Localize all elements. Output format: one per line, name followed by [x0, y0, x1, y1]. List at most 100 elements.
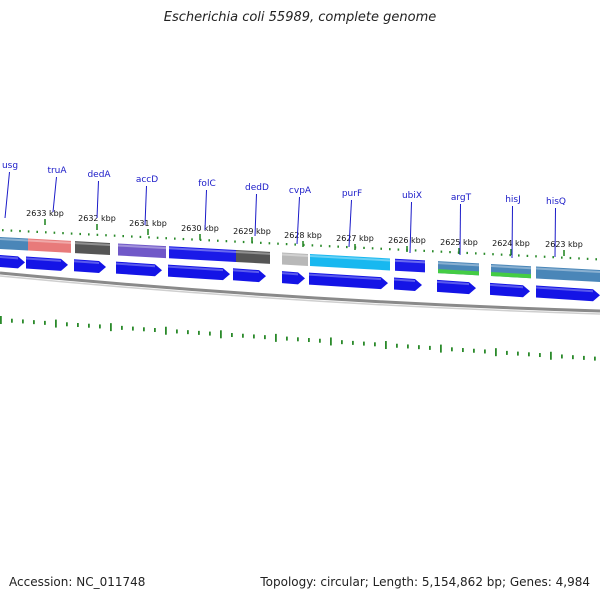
outer-dot — [363, 246, 365, 249]
kbp-label: 2629 kbp — [233, 227, 271, 236]
feature-highlight — [536, 267, 600, 273]
gene-leader-line — [348, 199, 352, 248]
inner-tick — [132, 326, 134, 331]
feature-highlight — [282, 253, 308, 257]
inner-tick — [495, 348, 497, 357]
gene-label-purF: purF — [342, 189, 362, 199]
outer-dot — [440, 250, 443, 253]
backbone-shadow — [0, 275, 600, 315]
inner-tick — [440, 344, 442, 353]
gene-label-truA: truA — [47, 166, 67, 176]
outer-dot — [27, 230, 30, 233]
inner-tick — [154, 328, 156, 333]
outer-dot — [586, 257, 589, 260]
gene-leader-line — [254, 193, 257, 237]
outer-dot — [552, 256, 554, 259]
major-tick — [458, 248, 460, 254]
cds-highlight — [309, 273, 381, 281]
inner-tick — [44, 320, 46, 325]
inner-tick — [561, 354, 563, 359]
cds-highlight — [437, 280, 469, 286]
gene-label-hisJ: hisJ — [505, 195, 521, 205]
gene-leader-line — [554, 207, 556, 258]
inner-tick — [517, 351, 519, 356]
inner-tick — [220, 330, 222, 339]
feature-highlight — [169, 247, 236, 253]
outer-dot — [79, 232, 81, 236]
inner-tick — [55, 319, 57, 328]
feature-highlight — [0, 238, 28, 242]
outer-dot — [483, 252, 486, 255]
inner-tick — [473, 348, 475, 353]
kbp-label: 2631 kbp — [129, 219, 167, 228]
inner-tick — [528, 352, 530, 357]
feature-block-hisQ — [536, 266, 600, 282]
cds-arrow — [0, 255, 25, 269]
cds-highlight — [536, 286, 593, 293]
kbp-label: 2633 kbp — [26, 209, 64, 218]
inner-tick — [121, 325, 123, 330]
cds-arrow — [26, 256, 68, 271]
feature-block-dedA — [75, 241, 110, 256]
inner-tick — [396, 343, 398, 348]
cds-arrow — [394, 277, 422, 292]
cds-highlight — [282, 272, 298, 276]
inner-tick — [572, 355, 574, 360]
inner-tick — [308, 338, 310, 343]
outer-dot — [45, 231, 47, 234]
gene-label-dedA: dedA — [87, 170, 111, 180]
inner-tick — [209, 331, 211, 336]
inner-tick — [539, 353, 541, 358]
inner-tick — [264, 335, 266, 340]
outer-dot — [509, 253, 511, 257]
outer-dot — [122, 234, 124, 238]
gene-leader-line — [459, 203, 461, 256]
cds-arrow — [309, 272, 388, 290]
inner-tick — [33, 320, 35, 325]
inner-tick — [275, 333, 277, 342]
inner-tick — [407, 344, 409, 349]
inner-tick — [484, 349, 486, 354]
outer-dot — [371, 247, 374, 250]
feature-block-cvpA — [282, 252, 308, 266]
inner-tick — [253, 334, 255, 339]
inner-tick — [374, 342, 376, 347]
outer-dot — [53, 231, 56, 234]
kbp-label: 2623 kbp — [545, 240, 583, 249]
major-tick — [199, 234, 201, 240]
outer-dot — [449, 251, 451, 254]
gene-label-accD: accD — [136, 175, 158, 185]
outer-dot — [217, 239, 219, 242]
outer-dot — [36, 230, 38, 233]
major-tick — [44, 219, 46, 225]
kbp-label: 2626 kbp — [388, 236, 426, 245]
outer-dot — [466, 251, 468, 255]
cds-arrow — [233, 268, 266, 283]
inner-tick — [286, 336, 288, 341]
outer-dot — [285, 243, 288, 246]
inner-tick — [66, 322, 68, 327]
feature-block-truA — [28, 238, 71, 253]
outer-dot — [518, 254, 520, 257]
outer-dot — [268, 242, 271, 245]
cds-arrow — [490, 282, 530, 298]
inner-tick — [462, 348, 464, 353]
accession-text: Accession: NC_011748 — [9, 575, 146, 589]
inner-tick — [99, 324, 101, 329]
outer-dot — [526, 254, 529, 258]
outer-dot — [62, 232, 64, 235]
cds-arrow — [437, 279, 476, 295]
gene-label-folC: folC — [198, 179, 215, 189]
major-tick — [354, 244, 356, 250]
gene-label-ubiX: ubiX — [402, 191, 422, 201]
outer-dot — [578, 257, 580, 260]
outer-dot — [70, 232, 73, 235]
feature-highlight — [236, 250, 270, 255]
cds-highlight — [394, 278, 415, 283]
inner-tick — [198, 330, 200, 335]
cds-highlight — [233, 269, 259, 274]
outer-dot — [543, 255, 546, 258]
outer-dot — [156, 236, 159, 239]
inner-tick — [385, 341, 387, 350]
outer-dot — [277, 242, 279, 245]
